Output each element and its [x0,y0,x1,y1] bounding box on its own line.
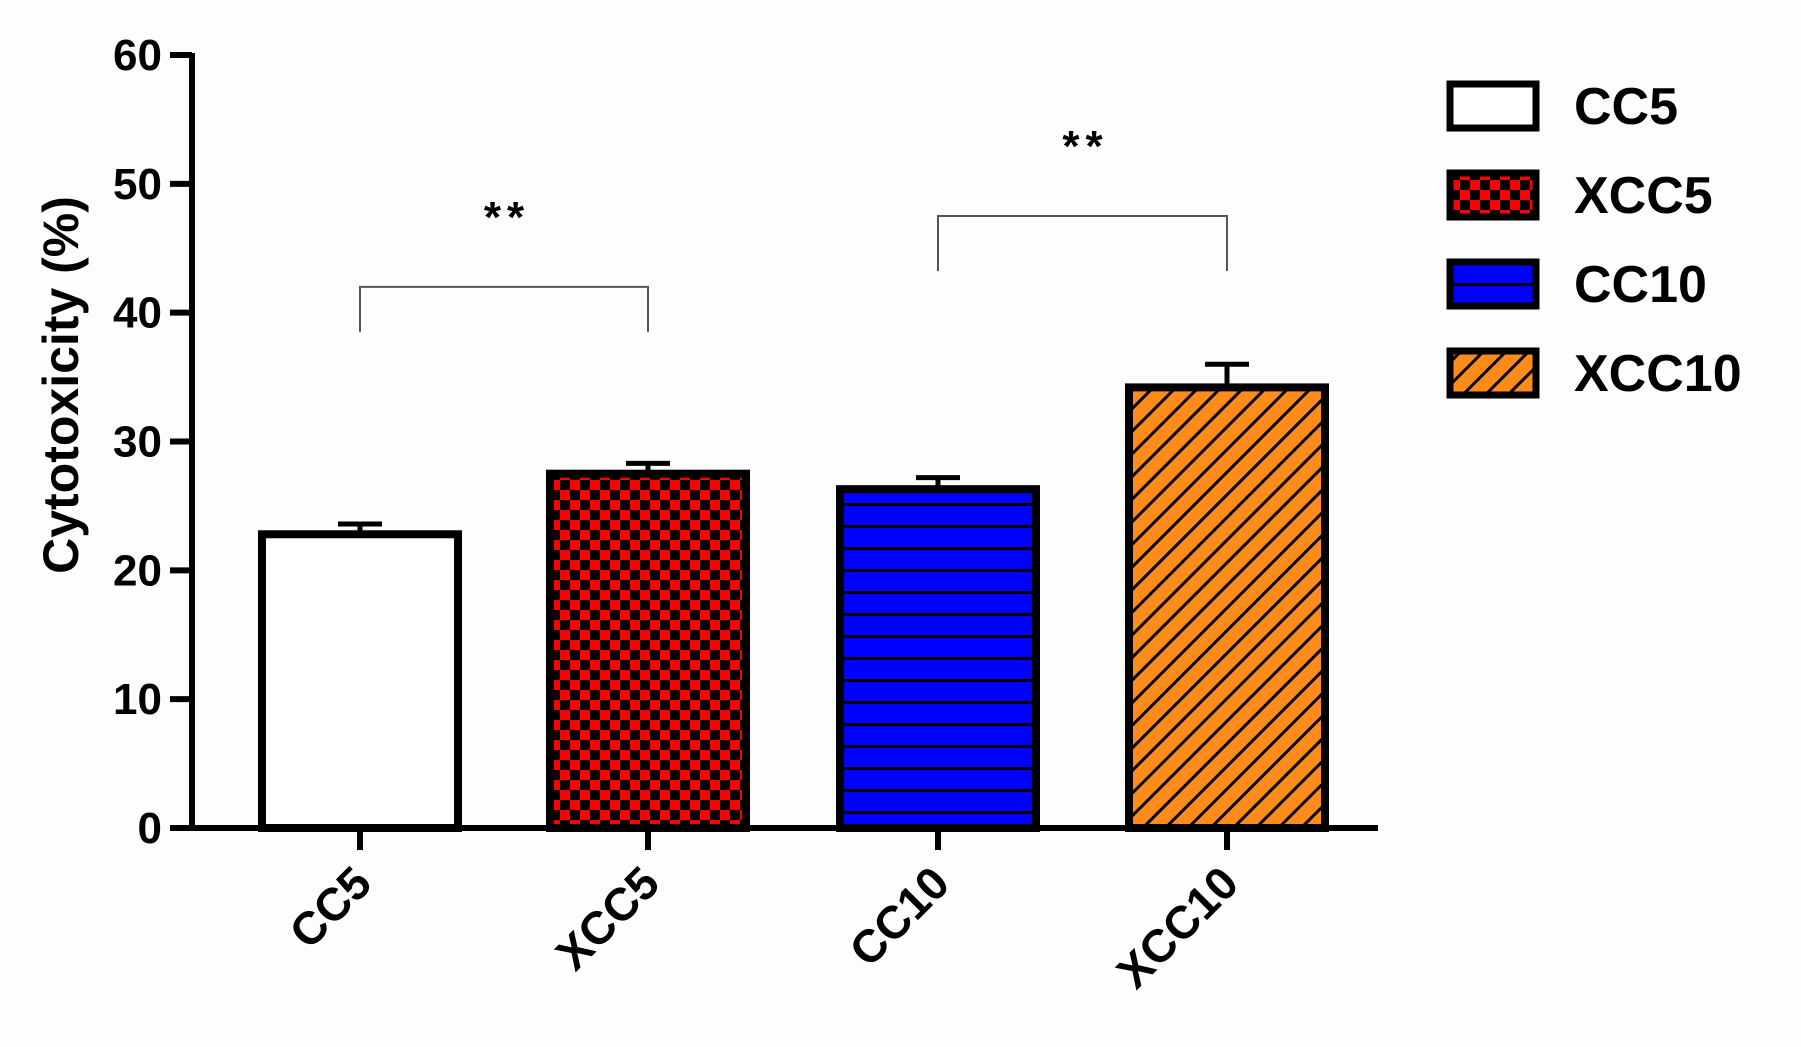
legend-swatch-cc5 [1446,80,1540,132]
bar-cc10 [836,485,1040,832]
significance-bracket [359,285,649,332]
legend-swatch-xcc5 [1446,169,1540,221]
y-tick-label: 0 [138,804,162,853]
y-axis-title: Cytotoxicity (%) [33,196,89,574]
legend-label-xcc10: XCC10 [1574,345,1742,403]
x-tick-label-cc10: CC10 [839,856,959,976]
y-tick-label: 10 [113,675,162,724]
error-bars-layer [338,361,1249,535]
y-tick-label: 40 [113,289,162,338]
significance-layer: ** ** [359,122,1228,332]
legend-label-xcc5: XCC5 [1574,167,1713,225]
bar-cc5 [258,530,462,832]
y-tick-label: 30 [113,418,162,467]
bar-xcc10 [1125,383,1329,832]
legend-swatch-xcc10 [1446,347,1540,399]
legend-label-cc5: CC5 [1574,78,1678,136]
y-tick-label: 60 [113,31,162,80]
significance-label: ** [1062,122,1108,171]
x-tick-label-xcc10: XCC10 [1106,856,1248,998]
y-tick-label: 50 [113,160,162,209]
x-tick-label-cc5: CC5 [279,856,381,958]
legend-swatch-cc10 [1446,258,1540,310]
significance-bracket [937,215,1228,272]
legend: CC5 XCC5 CC10 XCC10 [1446,78,1742,403]
x-tick-label-xcc5: XCC5 [546,856,670,980]
bar-xcc5 [546,469,750,832]
significance-label: ** [484,193,530,242]
bars-layer [258,383,1329,832]
y-tick-label: 20 [113,546,162,595]
legend-label-cc10: CC10 [1574,256,1707,314]
